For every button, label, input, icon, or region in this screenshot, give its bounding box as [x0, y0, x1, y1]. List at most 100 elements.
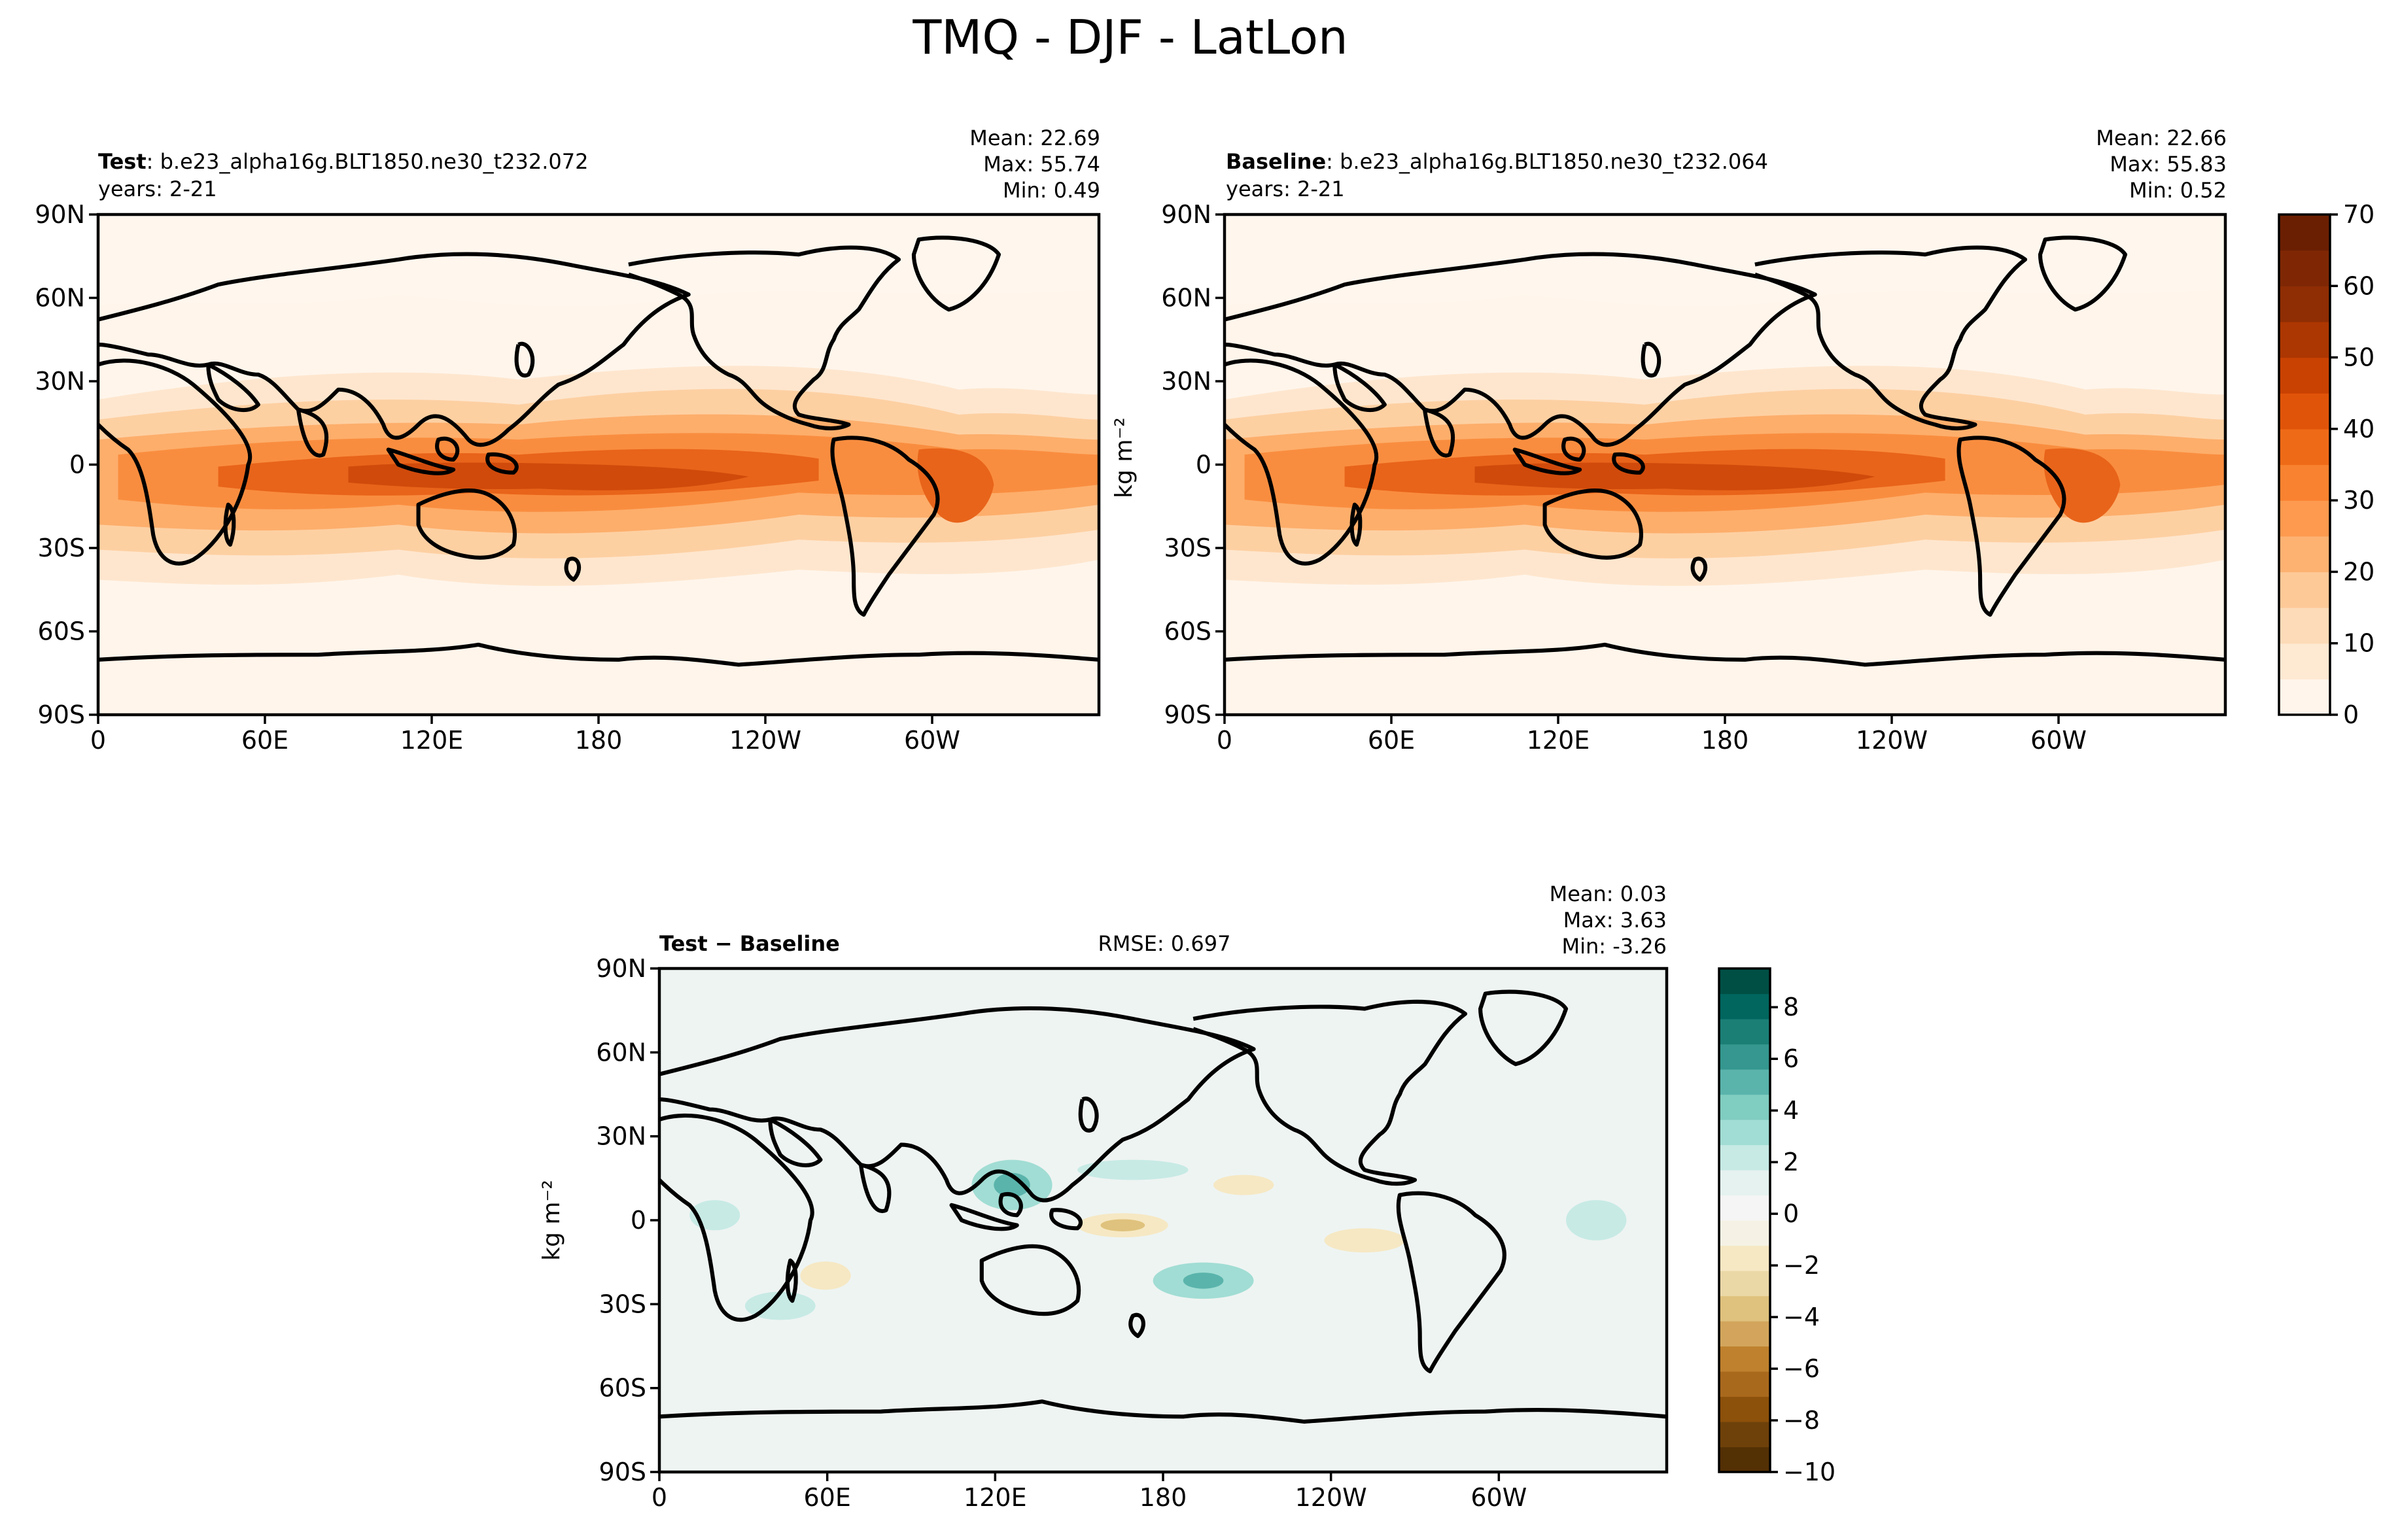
- test-lon-tick-label: 60E: [241, 726, 288, 755]
- cb-diff-swatch: [1719, 1446, 1770, 1473]
- cb-top-swatch: [2279, 428, 2330, 466]
- cb-top-tick-label: 20: [2343, 557, 2374, 586]
- baseline-years: years: 2-21: [1226, 177, 1345, 201]
- diff-lon-tick-label: 60W: [1470, 1483, 1527, 1512]
- test-panel: Test: b.e23_alpha16g.BLT1850.ne30_t232.0…: [35, 126, 1101, 755]
- baseline-lon-tick-label: 60W: [2030, 726, 2087, 755]
- cb-top-swatch: [2279, 286, 2330, 322]
- baseline-mean: Mean: 22.66: [2096, 126, 2227, 150]
- test-map: [98, 214, 1099, 715]
- baseline-panel: Baseline: b.e23_alpha16g.BLT1850.ne30_t2…: [1111, 126, 2227, 755]
- diff-lon-tick-label: 180: [1139, 1483, 1187, 1512]
- baseline-max: Max: 55.83: [2110, 152, 2227, 177]
- cb-diff-swatch: [1719, 1195, 1770, 1221]
- diff-lon-tick-label: 60E: [803, 1483, 850, 1512]
- cb-top-tick-label: 30: [2343, 486, 2374, 515]
- cb-diff-swatch: [1719, 1295, 1770, 1322]
- baseline-lat-tick-label: 0: [1196, 451, 1211, 479]
- test-label-bold: Test: [98, 149, 147, 174]
- cb-top-tick-label: 60: [2343, 271, 2374, 300]
- cb-diff-swatch: [1719, 1019, 1770, 1045]
- diff-max: Max: 3.63: [1563, 908, 1667, 933]
- diff-min: Min: -3.26: [1561, 934, 1667, 959]
- cb-top-swatch: [2279, 357, 2330, 394]
- cb-diff-outline: [1718, 967, 1771, 1473]
- diff-lat-tick-label: 0: [631, 1206, 646, 1235]
- cb-top-tick-label: 0: [2343, 700, 2359, 729]
- test-lat-tick-label: 30N: [35, 367, 85, 396]
- cb-diff-tick-label: 8: [1783, 993, 1799, 1021]
- cb-top-swatch: [2279, 393, 2330, 430]
- cb-diff-swatch: [1719, 1422, 1770, 1448]
- cb-top-tick-label: 50: [2343, 343, 2374, 372]
- cb-top-swatch: [2279, 679, 2330, 715]
- test-min: Min: 0.49: [1003, 178, 1100, 203]
- baseline-map: [1225, 214, 2225, 715]
- cb-top-tick-label: 70: [2343, 200, 2374, 229]
- baseline-min: Min: 0.52: [2129, 178, 2227, 203]
- cb-diff-swatch: [1719, 1396, 1770, 1422]
- diff-lon-tick-label: 120E: [964, 1483, 1027, 1512]
- cb-diff-swatch: [1719, 968, 1770, 995]
- cb-top-swatch: [2279, 250, 2330, 286]
- diff-panel-label: Test − Baseline: [659, 931, 840, 956]
- cb-top-swatch: [2279, 464, 2330, 501]
- diff-lat-tick-label: 60N: [596, 1038, 646, 1067]
- diff-rmse: RMSE: 0.697: [1098, 931, 1231, 956]
- test-lat-tick-label: 60S: [38, 617, 85, 646]
- test-panel-label: Test: b.e23_alpha16g.BLT1850.ne30_t232.0…: [98, 149, 588, 174]
- baseline-lat-tick-label: 60S: [1164, 617, 1211, 646]
- diff-lat-tick-label: 60S: [599, 1374, 646, 1403]
- baseline-lat-tick-label: 60N: [1161, 284, 1211, 313]
- test-lat-tick-label: 90S: [38, 700, 85, 729]
- diff-panel: Test − Baseline RMSE: 0.697 Mean: 0.03 M…: [538, 881, 1669, 1512]
- baseline-label-bold: Baseline: [1226, 149, 1326, 174]
- cb-diff-swatch: [1719, 1120, 1770, 1146]
- cb-top-swatch: [2279, 500, 2330, 537]
- baseline-lon-tick-label: 120E: [1527, 726, 1590, 755]
- diff-lat-tick-label: 90N: [596, 954, 646, 983]
- test-lat-tick-label: 30S: [38, 534, 85, 562]
- test-lat-tick-label: 90N: [35, 200, 85, 229]
- test-case-name: : b.e23_alpha16g.BLT1850.ne30_t232.072: [147, 149, 589, 174]
- cb-top-swatch: [2279, 321, 2330, 358]
- baseline-lat-tick-label: 30N: [1161, 367, 1211, 396]
- diff-lat-tick-label: 90S: [599, 1458, 646, 1486]
- cb-diff-tick-label: 4: [1783, 1096, 1799, 1125]
- test-lon-tick-label: 120W: [729, 726, 801, 755]
- cb-top-outline: [2278, 213, 2331, 716]
- cb-diff-tick-label: −10: [1783, 1458, 1835, 1486]
- test-mean: Mean: 22.69: [969, 126, 1100, 150]
- cb-top-tick-label: 10: [2343, 629, 2374, 658]
- test-years: years: 2-21: [98, 177, 217, 201]
- test-lat-tick-label: 60N: [35, 284, 85, 313]
- baseline-lon-tick-label: 0: [1217, 726, 1232, 755]
- top-colorbar-unit: kg m⁻²: [1111, 417, 1138, 498]
- baseline-lon-tick-label: 120W: [1856, 726, 1928, 755]
- figure-title: TMQ - DJF - LatLon: [912, 10, 1348, 65]
- cb-diff-swatch: [1719, 1220, 1770, 1246]
- diff-colorbar-unit: kg m⁻²: [538, 1180, 565, 1261]
- cb-diff-swatch: [1719, 1094, 1770, 1120]
- cb-diff-tick-label: −8: [1783, 1406, 1820, 1435]
- cb-diff-tick-label: −4: [1783, 1303, 1820, 1331]
- baseline-lat-tick-label: 30S: [1164, 534, 1211, 562]
- cb-diff-swatch: [1719, 1371, 1770, 1397]
- test-lon-tick-label: 0: [90, 726, 106, 755]
- cb-diff-swatch: [1719, 1170, 1770, 1196]
- baseline-case-name: : b.e23_alpha16g.BLT1850.ne30_t232.064: [1326, 149, 1768, 174]
- baseline-lon-tick-label: 180: [1701, 726, 1749, 755]
- cb-diff-swatch: [1719, 993, 1770, 1019]
- baseline-lat-tick-label: 90S: [1164, 700, 1211, 729]
- top-colorbar: 70 60 50 40 30 20 10 0: [2278, 200, 2374, 729]
- cb-diff-swatch: [1719, 1245, 1770, 1271]
- diff-mean: Mean: 0.03: [1550, 881, 1667, 906]
- cb-diff-swatch: [1719, 1044, 1770, 1070]
- cb-diff-swatch: [1719, 1321, 1770, 1347]
- test-max: Max: 55.74: [983, 152, 1100, 177]
- test-lon-tick-label: 180: [575, 726, 623, 755]
- diff-lat-tick-label: 30S: [599, 1290, 646, 1318]
- cb-diff-tick-label: 6: [1783, 1044, 1799, 1073]
- diff-lon-tick-label: 0: [652, 1483, 667, 1512]
